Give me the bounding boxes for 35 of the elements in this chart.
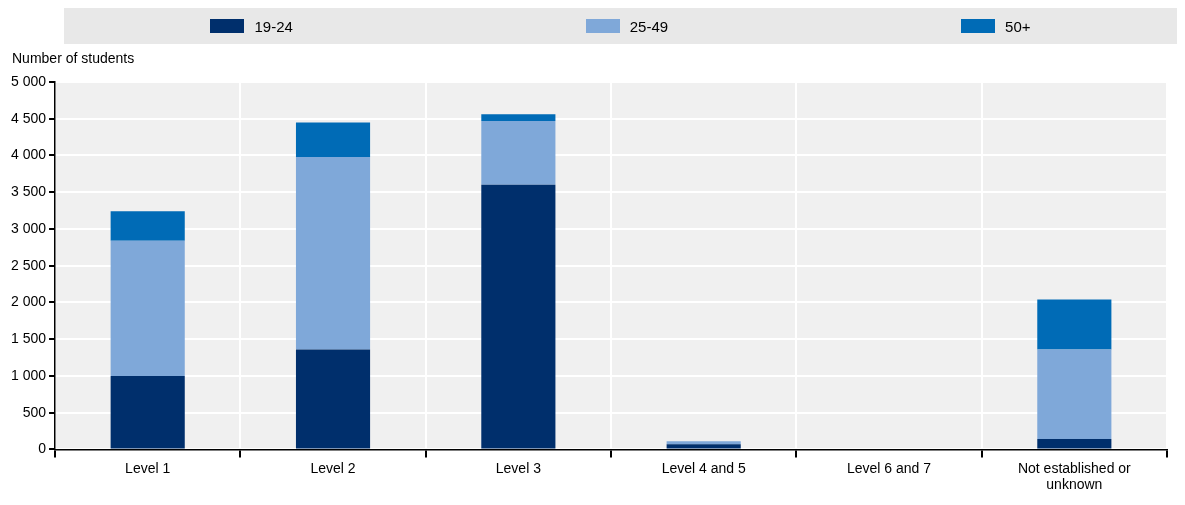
y-tick-label: 0 [38, 440, 47, 457]
y-tick-label: 4 000 [10, 146, 47, 163]
legend-label: 19-24 [254, 17, 293, 35]
bar [295, 156, 371, 350]
bar [481, 120, 556, 185]
bar [666, 444, 741, 449]
y-tick-label: 3 500 [10, 183, 47, 200]
bar [481, 184, 556, 449]
y-axis-title: Number of students [12, 49, 135, 66]
y-tick-label: 5 000 [10, 72, 47, 89]
bar [110, 240, 185, 376]
bar [110, 211, 185, 241]
x-tick-label: Level 2 [310, 459, 356, 476]
y-tick-label: 1 000 [10, 366, 47, 383]
x-tick-label: Level 4 and 5 [661, 459, 746, 476]
bar [666, 441, 741, 445]
y-tick-label: 500 [22, 403, 47, 420]
bar [1037, 299, 1112, 350]
bar [110, 375, 185, 449]
bar [295, 349, 371, 449]
x-tick-label: Level 3 [495, 459, 542, 476]
x-tick-label: Level 6 and 7 [846, 459, 932, 476]
bar [295, 122, 371, 157]
legend-label: 25-49 [629, 17, 669, 35]
legend-label: 50+ [1005, 17, 1031, 35]
bar [481, 114, 556, 121]
y-tick-label: 1 500 [10, 330, 47, 347]
y-tick-label: 3 000 [10, 219, 47, 236]
y-tick-label: 2 000 [10, 293, 47, 310]
y-tick-label: 4 500 [10, 109, 47, 126]
y-tick-label: 2 500 [10, 256, 47, 273]
x-tick-label: Level 1 [125, 459, 171, 476]
bar [1037, 349, 1112, 440]
bar [1037, 439, 1112, 449]
x-tick-label: Not established or unknown [1017, 459, 1132, 493]
